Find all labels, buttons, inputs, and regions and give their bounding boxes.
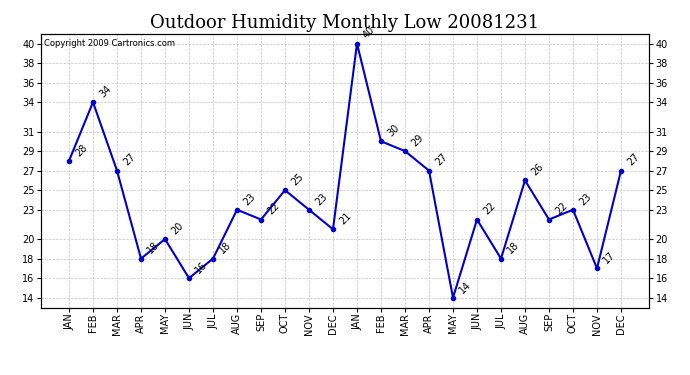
Text: 18: 18 xyxy=(145,240,161,256)
Text: 34: 34 xyxy=(97,84,113,99)
Text: 21: 21 xyxy=(337,211,353,226)
Text: 23: 23 xyxy=(313,191,329,207)
Text: Copyright 2009 Cartronics.com: Copyright 2009 Cartronics.com xyxy=(44,39,175,48)
Text: 23: 23 xyxy=(241,191,257,207)
Text: 26: 26 xyxy=(529,162,545,178)
Text: 23: 23 xyxy=(577,191,593,207)
Text: 22: 22 xyxy=(553,201,569,217)
Text: 14: 14 xyxy=(457,279,473,295)
Text: 40: 40 xyxy=(361,25,377,41)
Text: 20: 20 xyxy=(169,220,185,236)
Text: 29: 29 xyxy=(409,132,425,148)
Text: 28: 28 xyxy=(73,142,89,158)
Text: 18: 18 xyxy=(505,240,521,256)
Text: 22: 22 xyxy=(265,201,281,217)
Text: 17: 17 xyxy=(601,250,617,266)
Text: 27: 27 xyxy=(625,152,641,168)
Text: 16: 16 xyxy=(193,260,209,275)
Text: 18: 18 xyxy=(217,240,233,256)
Text: 27: 27 xyxy=(433,152,449,168)
Title: Outdoor Humidity Monthly Low 20081231: Outdoor Humidity Monthly Low 20081231 xyxy=(150,14,540,32)
Text: 27: 27 xyxy=(121,152,137,168)
Text: 22: 22 xyxy=(481,201,497,217)
Text: 30: 30 xyxy=(385,123,401,138)
Text: 25: 25 xyxy=(289,171,305,188)
